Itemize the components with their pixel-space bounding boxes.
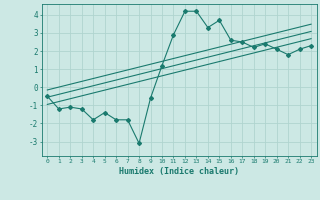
X-axis label: Humidex (Indice chaleur): Humidex (Indice chaleur) (119, 167, 239, 176)
